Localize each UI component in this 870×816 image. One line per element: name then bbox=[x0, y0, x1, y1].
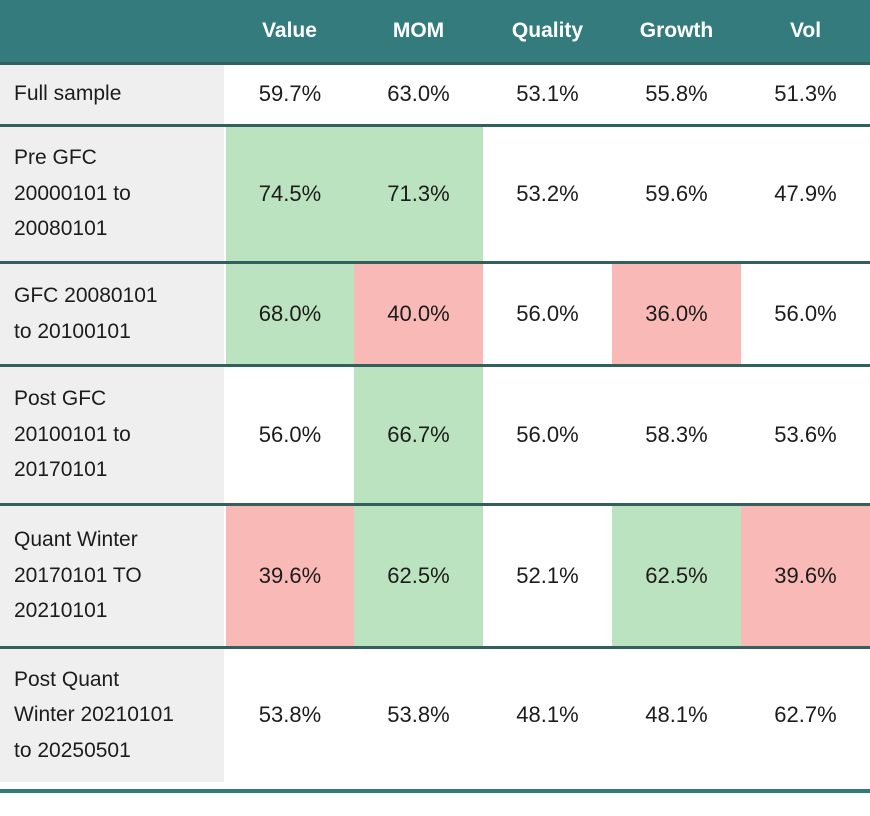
table-row: Full sample 59.7% 63.0% 53.1% 55.8% 51.3% bbox=[0, 63, 870, 125]
column-header-growth: Growth bbox=[612, 0, 741, 63]
header-row: Value MOM Quality Growth Vol bbox=[0, 0, 870, 63]
column-header-vol: Vol bbox=[741, 0, 870, 63]
value-cell: 62.7% bbox=[774, 702, 837, 728]
value-cell: 53.1% bbox=[516, 81, 579, 106]
value-cell: 51.3% bbox=[774, 81, 837, 106]
value-cell: 39.6% bbox=[741, 504, 870, 647]
value-cell: 48.1% bbox=[516, 702, 579, 728]
value-cell: 39.6% bbox=[225, 504, 354, 647]
value-cell: 36.0% bbox=[612, 262, 741, 365]
value-cell: 52.1% bbox=[516, 562, 579, 588]
row-label: Post Quant Winter 20210101 to 20250501 bbox=[0, 647, 226, 782]
value-cell: 59.7% bbox=[258, 81, 322, 106]
value-cell: 53.8% bbox=[387, 702, 450, 728]
value-cell: 47.9% bbox=[774, 180, 837, 206]
value-cell: 56.0% bbox=[516, 300, 579, 326]
table-row: Post Quant Winter 20210101 to 20250501 53… bbox=[0, 647, 870, 782]
column-header-quality: Quality bbox=[483, 0, 612, 63]
value-cell: 53.2% bbox=[516, 180, 579, 206]
column-header-value: Value bbox=[225, 0, 354, 63]
row-label: Full sample bbox=[0, 63, 226, 125]
value-cell: 59.6% bbox=[645, 180, 708, 206]
value-cell: 56.0% bbox=[516, 421, 579, 447]
row-label: Quant Winter 20170101 TO 20210101 bbox=[0, 504, 226, 647]
value-cell: 48.1% bbox=[645, 702, 708, 728]
value-cell: 40.0% bbox=[354, 262, 483, 365]
value-cell: 66.7% bbox=[354, 365, 483, 504]
value-cell: 63.0% bbox=[387, 81, 450, 106]
value-cell: 53.8% bbox=[258, 702, 322, 728]
value-cell: 56.0% bbox=[258, 421, 322, 447]
value-cell: 74.5% bbox=[225, 125, 354, 262]
table-row: Quant Winter 20170101 TO 20210101 39.6% 62… bbox=[0, 504, 870, 647]
value-cell: 55.8% bbox=[645, 81, 708, 106]
value-cell: 68.0% bbox=[225, 262, 354, 365]
value-cell: 62.5% bbox=[354, 504, 483, 647]
value-cell: 56.0% bbox=[774, 300, 837, 326]
row-label: Post GFC 20100101 to 20170101 bbox=[0, 365, 226, 504]
row-label: Pre GFC 20000101 to 20080101 bbox=[0, 125, 226, 262]
table-bottom-rule bbox=[0, 789, 870, 793]
value-cell: 58.3% bbox=[645, 421, 708, 447]
value-cell: 62.5% bbox=[612, 504, 741, 647]
table-row: Pre GFC 20000101 to 20080101 74.5% 71.3% 53… bbox=[0, 125, 870, 262]
row-label: GFC 20080101 to 20100101 bbox=[0, 262, 226, 365]
value-cell: 71.3% bbox=[354, 125, 483, 262]
table-row: GFC 20080101 to 20100101 68.0% 40.0% 56.0% 3… bbox=[0, 262, 870, 365]
column-header-mom: MOM bbox=[354, 0, 483, 63]
factor-hit-rate-table: Value MOM Quality Growth Vol Full sample 59.7… bbox=[0, 0, 870, 782]
table-row: Post GFC 20100101 to 20170101 56.0% 66.7% 5… bbox=[0, 365, 870, 504]
corner-cell bbox=[0, 0, 225, 63]
value-cell: 53.6% bbox=[774, 421, 837, 447]
table-body: Full sample 59.7% 63.0% 53.1% 55.8% 51.3% Pre … bbox=[0, 63, 870, 782]
